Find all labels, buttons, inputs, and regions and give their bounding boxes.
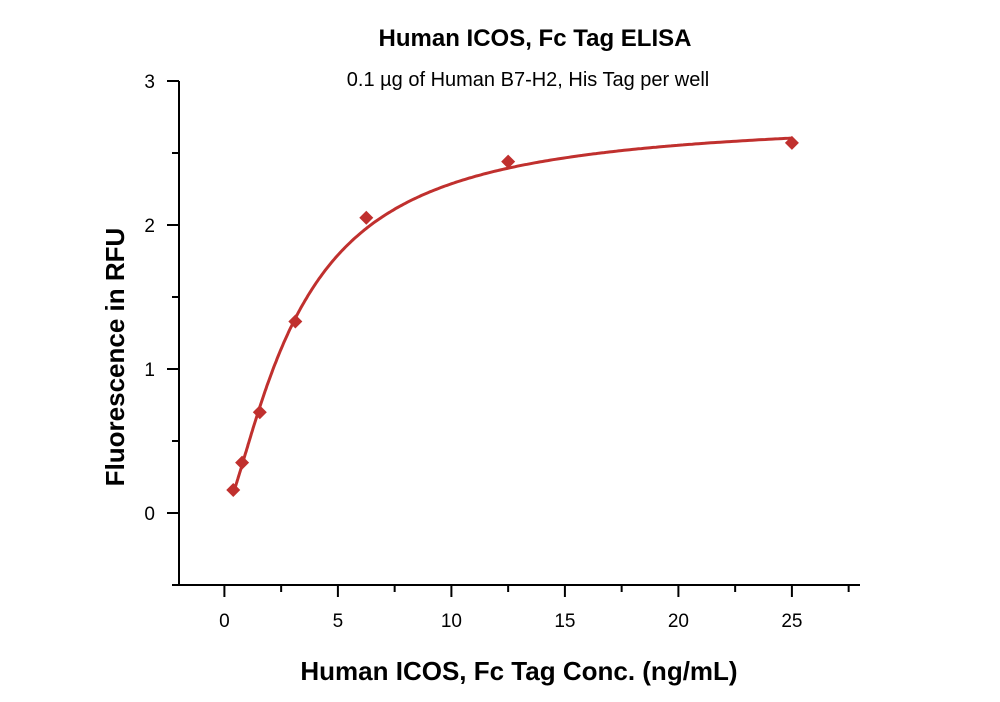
chart-subtitle: 0.1 µg of Human B7-H2, His Tag per well [347,69,709,91]
data-point [252,405,267,420]
data-point [359,210,374,225]
x-tick-label: 0 [219,611,230,632]
x-tick-label: 10 [441,611,462,632]
y-tick-label: 1 [144,360,155,381]
fit-curve [231,136,792,494]
y-axis-label: Fluorescence in RFU [100,228,130,487]
x-tick-label: 5 [333,611,344,632]
x-axis-label: Human ICOS, Fc Tag Conc. (ng/mL) [300,656,737,686]
data-point [784,135,799,150]
data-point [235,455,250,470]
y-tick-label: 0 [144,504,155,525]
data-point [501,154,516,169]
data-point [226,482,241,497]
y-tick-label: 3 [144,72,155,93]
data-point [288,314,303,329]
y-tick-label: 2 [144,216,155,237]
x-tick-label: 20 [668,611,689,632]
chart-title: Human ICOS, Fc Tag ELISA [379,25,692,52]
x-tick-label: 25 [781,611,802,632]
x-tick-label: 15 [554,611,575,632]
